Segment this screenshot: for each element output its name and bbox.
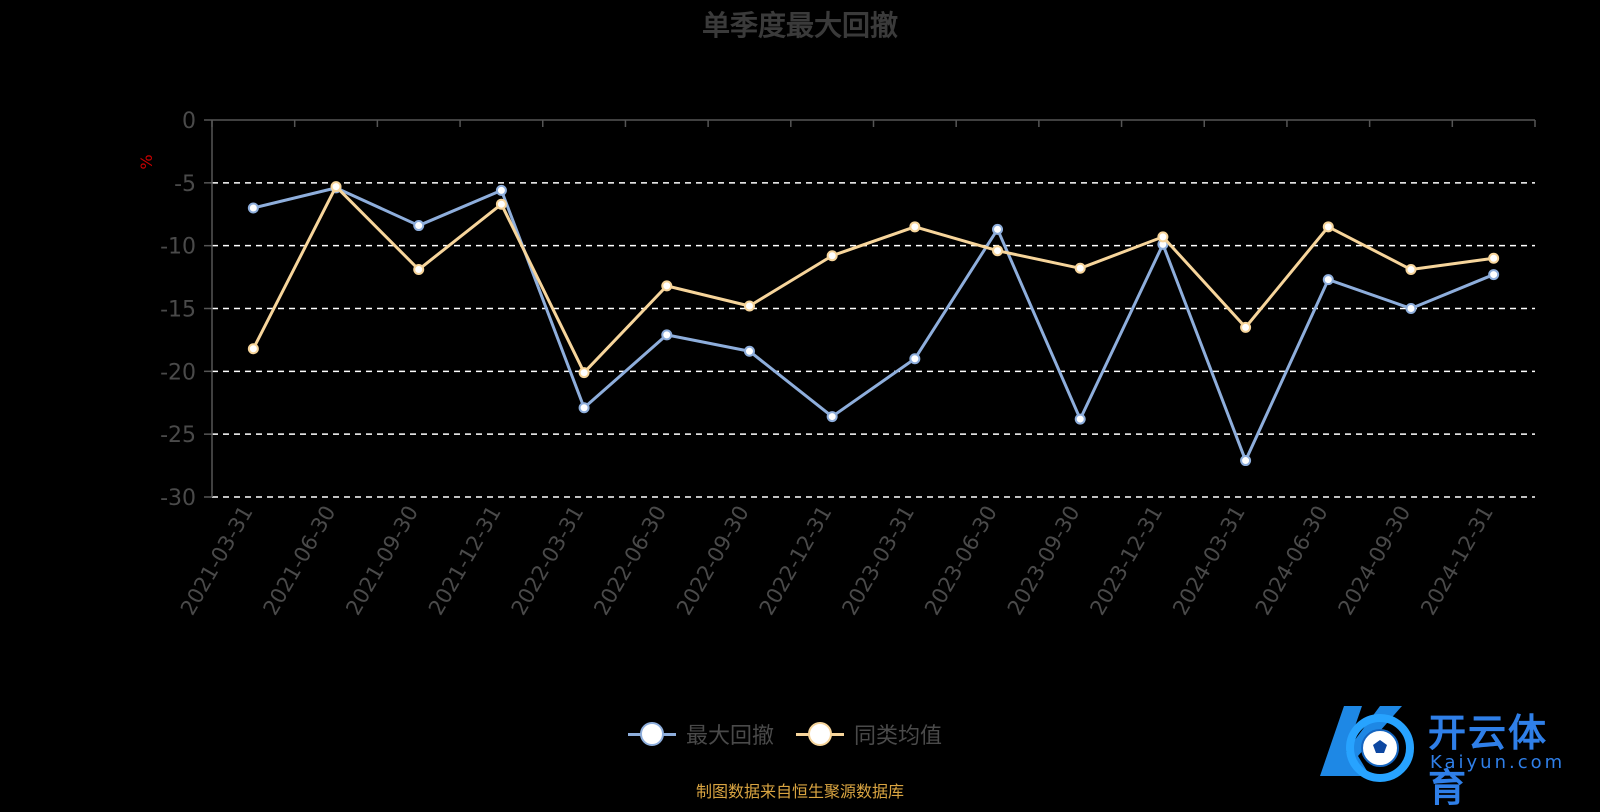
data-point-0 [743, 345, 755, 357]
data-point-1 [909, 221, 921, 233]
x-tick-label: 2024-06-30 [1251, 502, 1333, 620]
data-point-0 [661, 329, 673, 341]
x-tick-label: 2022-06-30 [589, 502, 671, 620]
y-tick-label: -15 [160, 298, 196, 323]
data-point-0 [247, 202, 259, 214]
legend-item-peer-avg[interactable]: 同类均值 [796, 718, 942, 750]
x-tick-label: 2021-12-31 [424, 502, 506, 620]
data-point-0 [1488, 269, 1500, 281]
y-tick-label: 0 [182, 109, 196, 134]
source-note: 制图数据来自恒生聚源数据库 [695, 782, 904, 801]
data-point-1 [413, 264, 425, 276]
data-point-0 [1405, 303, 1417, 314]
data-point-0 [1322, 274, 1334, 286]
x-tick-label: 2024-12-31 [1416, 502, 1498, 620]
data-point-1 [826, 250, 838, 262]
data-point-1 [1074, 262, 1086, 274]
data-point-1 [1488, 252, 1500, 264]
data-point-0 [909, 353, 921, 365]
legend-item-drawdown[interactable]: 最大回撤 [628, 718, 774, 750]
legend-marker-drawdown [628, 721, 676, 747]
legend: 最大回撤 同类均值 [628, 718, 942, 750]
data-point-1 [495, 198, 507, 210]
data-point-1 [1157, 231, 1169, 243]
x-tick-label: 2023-03-31 [837, 502, 919, 620]
data-point-1 [247, 343, 259, 355]
legend-marker-peer-avg [796, 721, 845, 747]
x-tick-label: 2024-09-30 [1333, 502, 1415, 620]
y-tick-label: -20 [160, 360, 196, 385]
data-point-1 [330, 181, 342, 193]
series-line-0 [252, 186, 1495, 463]
brand-logo: 开云体育 Kaiyun.com [1310, 696, 1580, 810]
data-point-0 [1240, 455, 1252, 467]
soccer-ball-icon [1320, 706, 1414, 782]
y-tick-label: -30 [160, 486, 196, 511]
data-point-1 [578, 367, 590, 379]
data-point-0 [495, 184, 507, 196]
data-point-1 [1240, 321, 1252, 333]
x-tick-label: 2023-12-31 [1085, 502, 1167, 620]
data-point-1 [1322, 221, 1334, 233]
y-tick-label: -10 [160, 235, 196, 260]
series-line-1 [252, 185, 1494, 375]
data-point-1 [992, 245, 1004, 257]
logo-text-cn: 开云体育 [1428, 711, 1549, 810]
x-tick-label: 2021-06-30 [259, 502, 341, 620]
x-tick-label: 2021-09-30 [341, 502, 423, 620]
x-tick-label: 2023-09-30 [1003, 502, 1085, 620]
data-point-0 [826, 411, 838, 423]
y-tick-label: -25 [160, 423, 196, 448]
data-point-0 [1074, 413, 1086, 425]
x-tick-label: 2023-06-30 [920, 502, 1002, 620]
data-point-1 [743, 300, 755, 312]
data-point-0 [413, 220, 425, 232]
data-point-0 [578, 402, 590, 414]
data-point-0 [992, 223, 1004, 235]
x-tick-label: 2022-12-31 [755, 502, 837, 620]
data-point-1 [661, 280, 673, 292]
legend-label-drawdown: 最大回撤 [686, 724, 775, 749]
legend-label-peer-avg: 同类均值 [854, 724, 943, 749]
y-axis-label: % [137, 154, 156, 169]
chart-title: 单季度最大回撤 [701, 9, 898, 42]
x-tick-label: 2021-03-31 [176, 502, 258, 620]
x-tick-label: 2024-03-31 [1168, 502, 1250, 620]
x-tick-label: 2022-09-30 [672, 502, 754, 620]
x-tick-label: 2022-03-31 [507, 502, 589, 620]
logo-text-en: Kaiyun.com [1430, 752, 1566, 773]
data-point-1 [1405, 264, 1417, 276]
y-tick-label: -5 [174, 172, 196, 197]
